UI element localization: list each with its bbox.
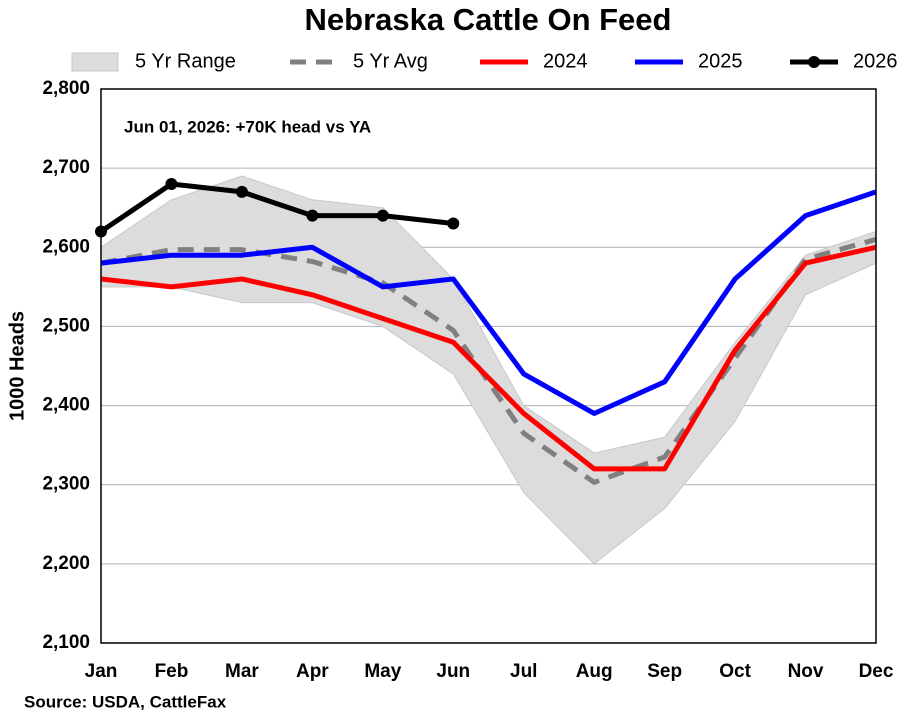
- point: [376, 209, 389, 222]
- x-tick-label: Mar: [225, 661, 259, 682]
- series-line: [100, 236, 877, 485]
- y-tick-label: 2,100: [42, 632, 90, 653]
- source: Source: USDA, CattleFax: [24, 692, 227, 711]
- x-tick-label: Jan: [85, 661, 118, 682]
- series-line: [100, 244, 877, 472]
- legend-label: 2025: [698, 50, 743, 72]
- point: [306, 209, 319, 222]
- series-line: [100, 189, 877, 416]
- y-tick-label: 2,300: [42, 474, 90, 495]
- y-tick-label: 2,800: [42, 78, 90, 99]
- legend-marker: [808, 56, 820, 68]
- x-tick-label: Sep: [647, 661, 682, 682]
- legend-swatch: [71, 52, 119, 72]
- y-tick-label: 2,200: [42, 553, 90, 574]
- y-tick-label: 2,400: [42, 395, 90, 416]
- legend-label: 5 Yr Range: [135, 50, 236, 72]
- point: [235, 185, 248, 198]
- point: [447, 217, 460, 230]
- y-axis-label: 1000 Heads: [6, 311, 28, 421]
- range-band: [100, 175, 877, 565]
- x-tick-label: Nov: [788, 661, 824, 682]
- legend-label: 2026: [853, 50, 898, 72]
- x-tick-label: Aug: [576, 661, 613, 682]
- annotation: Jun 01, 2026: +70K head vs YA: [124, 117, 371, 136]
- x-tick-label: Feb: [155, 661, 189, 682]
- x-tick-label: Oct: [719, 661, 751, 682]
- point: [165, 177, 178, 190]
- x-tick-label: May: [364, 661, 401, 682]
- series-line: [99, 181, 454, 234]
- x-tick-label: Jul: [510, 661, 537, 682]
- y-tick-label: 2,600: [42, 236, 90, 257]
- chart-title: Nebraska Cattle On Feed: [305, 2, 672, 37]
- x-tick-label: Jun: [436, 661, 470, 682]
- plot-frame: [100, 88, 877, 644]
- x-tick-label: Apr: [296, 661, 329, 682]
- y-tick-label: 2,700: [42, 157, 90, 178]
- legend-label: 2024: [543, 50, 588, 72]
- legend-label: 5 Yr Avg: [353, 50, 428, 72]
- x-tick-label: Dec: [859, 661, 894, 682]
- y-tick-label: 2,500: [42, 315, 90, 336]
